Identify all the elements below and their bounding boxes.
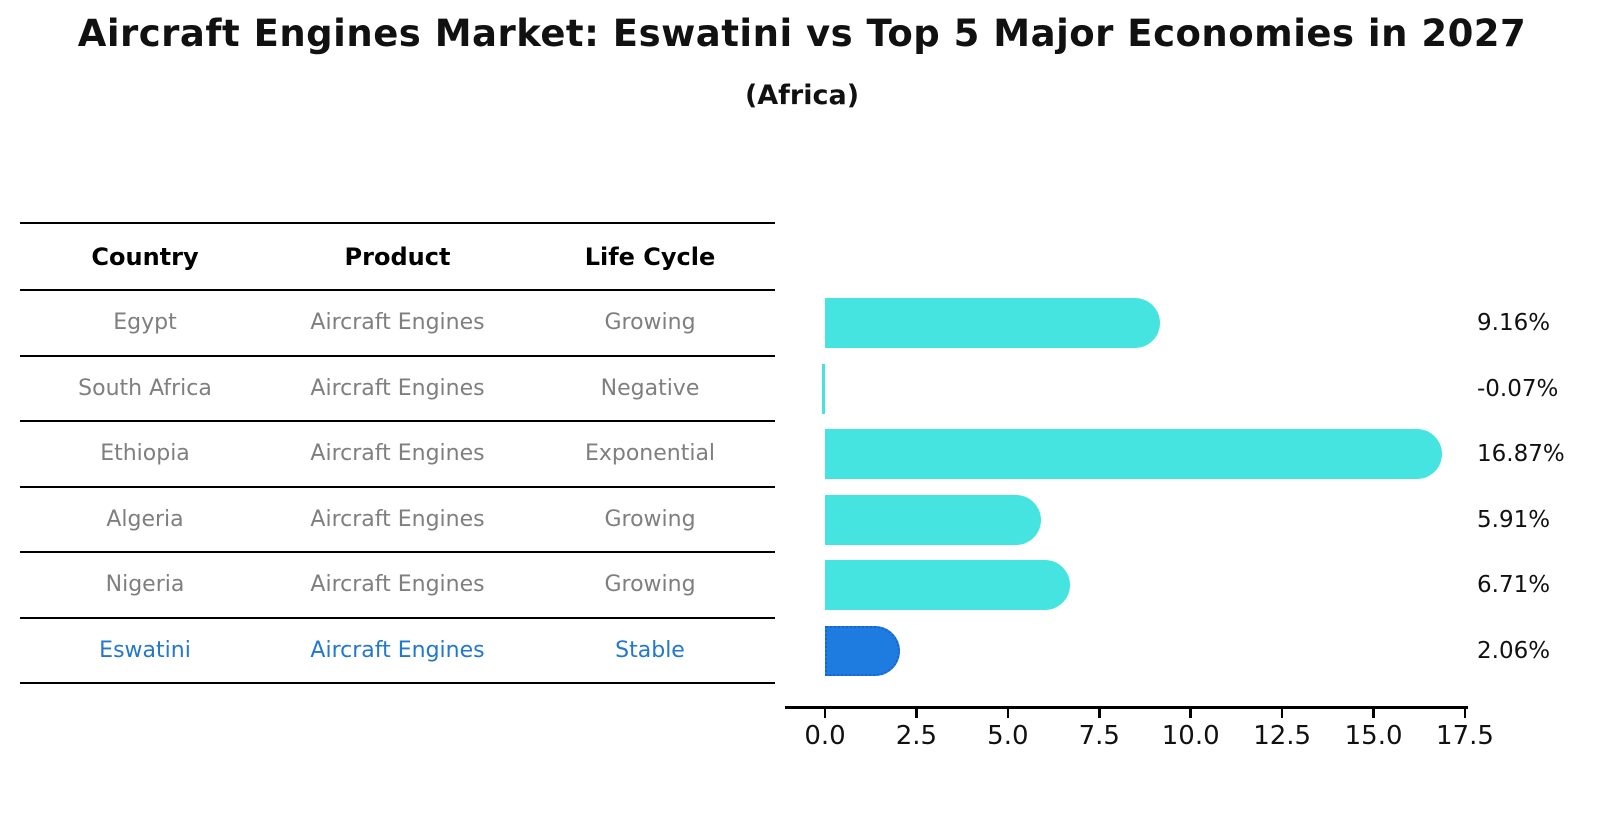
column-header-country: Country <box>91 242 199 271</box>
table-cell-country: Eswatini <box>99 637 191 663</box>
x-axis-tick <box>1463 708 1467 718</box>
table-header-row: Country Product Life Cycle <box>20 222 775 291</box>
bar-south-africa <box>822 363 825 414</box>
column-header-product: Product <box>344 242 451 271</box>
table-cell-country: Nigeria <box>105 572 185 598</box>
table-row-egypt: Egypt Aircraft Engines Growing <box>20 291 775 357</box>
table-body: Egypt Aircraft Engines Growing South Africa… <box>20 291 775 684</box>
x-axis-tick <box>915 708 918 718</box>
table-cell-life-cycle: Growing <box>604 506 696 532</box>
bar-value-label-eswatini: 2.06% <box>1477 637 1551 664</box>
table-cell-life-cycle: Stable <box>615 637 685 663</box>
table-cell-product: Aircraft Engines <box>310 310 485 336</box>
bar-value-label-ethiopia: 16.87% <box>1477 441 1565 467</box>
bar-value-label-algeria: 5.91% <box>1477 506 1551 533</box>
table-cell-product: Aircraft Engines <box>310 506 485 532</box>
table-row-south-africa: South Africa Aircraft Engines Negative <box>20 357 775 422</box>
table-cell-country: South Africa <box>78 375 212 401</box>
table-cell-product: Aircraft Engines <box>310 637 485 663</box>
x-axis-tick-label: 10.0 <box>1161 721 1220 751</box>
x-axis-tick-label: 0.0 <box>804 721 846 751</box>
x-axis-tick-label: 5.0 <box>987 721 1029 751</box>
table-row-nigeria: Nigeria Aircraft Engines Growing <box>20 553 775 619</box>
x-axis-tick <box>823 708 827 718</box>
table-cell-product: Aircraft Engines <box>310 441 485 467</box>
x-axis-tick-label: 12.5 <box>1253 721 1312 751</box>
x-axis-tick-label: 15.0 <box>1344 721 1403 751</box>
table-cell-country: Algeria <box>106 506 184 532</box>
bar-nigeria <box>825 560 1071 610</box>
x-axis-tick-label: 2.5 <box>895 721 938 751</box>
table-cell-country: Ethiopia <box>100 441 190 467</box>
table-cell-product: Aircraft Engines <box>310 572 485 598</box>
table-cell-life-cycle: Growing <box>604 572 696 598</box>
x-axis-tick <box>1372 708 1375 718</box>
bar-algeria <box>825 494 1042 545</box>
country-table: Country Product Life Cycle Egypt Aircraft… <box>20 222 775 684</box>
bar-value-label-south-africa: -0.07% <box>1477 375 1559 402</box>
chart-subtitle: (Africa) <box>744 80 860 111</box>
bar-ethiopia <box>825 429 1442 479</box>
x-axis-tick <box>1098 708 1101 718</box>
x-axis-line <box>785 706 1468 709</box>
bar-value-label-nigeria: 6.71% <box>1477 572 1551 598</box>
table-cell-life-cycle: Negative <box>600 375 700 401</box>
bar-egypt <box>825 298 1160 348</box>
x-axis-tick <box>1280 708 1284 718</box>
bar-value-label-egypt: 9.16% <box>1477 310 1551 336</box>
column-header-life-cycle: Life Cycle <box>584 242 716 271</box>
chart-title: Aircraft Engines Market: Eswatini vs Top… <box>77 12 1527 55</box>
table-cell-country: Egypt <box>113 310 177 336</box>
table-cell-product: Aircraft Engines <box>310 375 485 401</box>
x-axis-tick-label: 7.5 <box>1078 721 1120 751</box>
table-row-ethiopia: Ethiopia Aircraft Engines Exponential <box>20 422 775 488</box>
bar-eswatini <box>825 625 901 676</box>
table-row-algeria: Algeria Aircraft Engines Growing <box>20 488 775 553</box>
table-cell-life-cycle: Growing <box>604 310 696 336</box>
x-axis-tick <box>1006 708 1010 718</box>
table-row-eswatini: Eswatini Aircraft Engines Stable <box>20 619 775 684</box>
x-axis-tick <box>1189 708 1192 718</box>
table-cell-life-cycle: Exponential <box>584 441 716 467</box>
x-axis-tick-label: 17.5 <box>1436 721 1494 751</box>
